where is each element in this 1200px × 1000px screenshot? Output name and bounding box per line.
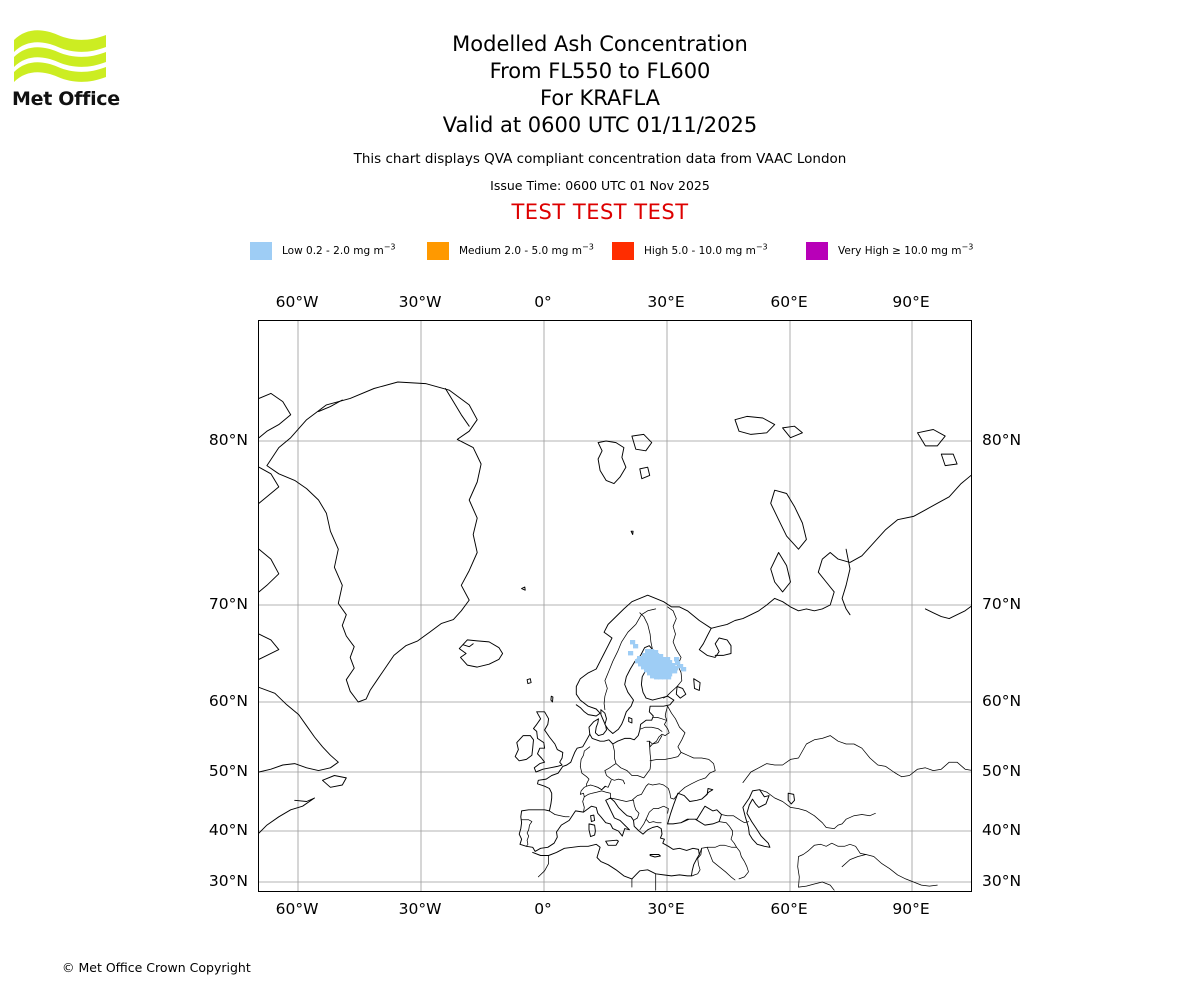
chart-subtitle: This chart displays QVA compliant concen… [353, 151, 847, 167]
lon-tick-top-30°E: 30°E [647, 293, 685, 311]
issue-time: Issue Time: 0600 UTC 01 Nov 2025 [490, 178, 710, 193]
ash-plume-overlay [628, 640, 687, 680]
lat-tick-left-60°N: 60°N [208, 692, 248, 710]
valid-time-line: Valid at 0600 UTC 01/11/2025 [442, 113, 758, 137]
legend-label-medium: Medium 2.0 - 5.0 mg m−3 [459, 242, 594, 257]
lon-tick-top-90°E: 90°E [892, 293, 930, 311]
legend-label-very-high: Very High ≥ 10.0 mg m−3 [838, 242, 974, 257]
lat-tick-right-60°N: 60°N [982, 692, 1022, 710]
map-container: 60°W 60°W 30°W 30°W 0° 0° 30°E 30°E 60°E 60°E 90°E… [209, 293, 1021, 918]
legend-item-very-high: Very High ≥ 10.0 mg m−3 [806, 241, 973, 261]
legend-swatch-high [612, 242, 634, 260]
page-title: Modelled Ash Concentration [452, 32, 748, 56]
lat-tick-left-40°N: 40°N [208, 821, 248, 839]
lon-tick-bottom-60°E: 60°E [770, 900, 808, 918]
met-office-logo: Met Office [12, 26, 127, 116]
copyright-footer: © Met Office Crown Copyright [62, 960, 251, 975]
test-banner: TEST TEST TEST [511, 200, 689, 224]
coastlines [259, 381, 971, 891]
lat-tick-right-70°N: 70°N [982, 595, 1022, 613]
concentration-legend: Low 0.2 - 2.0 mg m−3 Medium 2.0 - 5.0 mg … [250, 241, 990, 263]
lat-tick-left-80°N: 80°N [208, 431, 248, 449]
lon-tick-top-60°E: 60°E [770, 293, 808, 311]
legend-item-low: Low 0.2 - 2.0 mg m−3 [250, 241, 395, 261]
lon-tick-top-30°W: 30°W [398, 293, 442, 311]
lon-tick-bottom-0°: 0° [534, 900, 552, 918]
flight-level-line: From FL550 to FL600 [489, 59, 711, 83]
lon-tick-bottom-30°E: 30°E [647, 900, 685, 918]
legend-swatch-medium [427, 242, 449, 260]
volcano-line: For KRAFLA [540, 86, 660, 110]
lon-tick-bottom-60°W: 60°W [275, 900, 319, 918]
map-frame [258, 320, 972, 892]
lat-tick-left-50°N: 50°N [208, 762, 248, 780]
lon-tick-top-60°W: 60°W [275, 293, 319, 311]
graticule-grid [259, 321, 971, 891]
map-canvas [259, 321, 971, 891]
lon-tick-bottom-90°E: 90°E [892, 900, 930, 918]
chart-header: Modelled Ash Concentration From FL550 to… [0, 0, 1200, 225]
lat-tick-left-30°N: 30°N [208, 872, 248, 890]
lat-tick-right-40°N: 40°N [982, 821, 1022, 839]
legend-item-high: High 5.0 - 10.0 mg m−3 [612, 241, 768, 261]
lat-tick-left-70°N: 70°N [208, 595, 248, 613]
lat-tick-right-30°N: 30°N [982, 872, 1022, 890]
met-office-waves-icon [14, 30, 106, 82]
legend-label-low: Low 0.2 - 2.0 mg m−3 [282, 242, 396, 257]
lon-tick-top-0°: 0° [534, 293, 552, 311]
legend-swatch-low [250, 242, 272, 260]
legend-swatch-very-high [806, 242, 828, 260]
legend-label-high: High 5.0 - 10.0 mg m−3 [644, 242, 768, 257]
lat-tick-right-50°N: 50°N [982, 762, 1022, 780]
legend-item-medium: Medium 2.0 - 5.0 mg m−3 [427, 241, 594, 261]
lon-tick-bottom-30°W: 30°W [398, 900, 442, 918]
lat-tick-right-80°N: 80°N [982, 431, 1022, 449]
met-office-wordmark: Met Office [12, 88, 120, 110]
